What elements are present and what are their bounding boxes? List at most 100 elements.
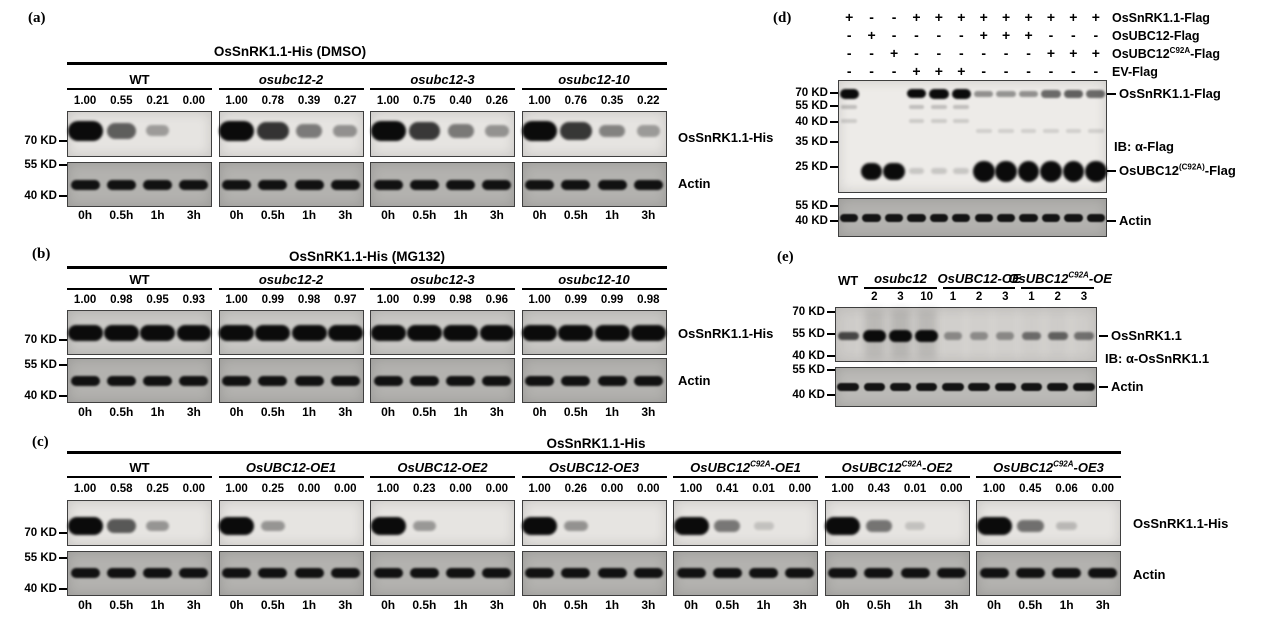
background-band xyxy=(841,119,858,123)
time-label: 1h xyxy=(150,208,165,222)
marker-tick xyxy=(827,311,835,313)
actin-band xyxy=(179,179,209,191)
time-label: 0.5h xyxy=(715,598,740,612)
time-label: 0h xyxy=(684,598,699,612)
group-name: OsUBC12C92A-OE1 xyxy=(690,459,801,475)
blot-main xyxy=(824,500,970,546)
quant-value: 0.97 xyxy=(334,294,357,306)
time-label: 3h xyxy=(489,208,504,222)
panel-b-title-rule xyxy=(67,266,667,269)
quant-value: 0.99 xyxy=(413,294,436,306)
marker-text: 55 KD xyxy=(792,364,825,376)
actin-band xyxy=(712,567,742,579)
blot-side-label: OsUBC12(C92A)-Flag xyxy=(1107,163,1236,178)
quant-value: 0.78 xyxy=(261,95,285,107)
actin-band xyxy=(294,375,324,387)
marker-tick xyxy=(59,395,67,397)
lane-number: 2 xyxy=(871,291,878,303)
protein-band xyxy=(333,125,358,137)
time-label: 0h xyxy=(381,598,396,612)
actin-band xyxy=(936,567,966,579)
group-underline xyxy=(864,287,937,289)
quant-value: 0.06 xyxy=(1055,483,1078,495)
protein-band xyxy=(447,124,474,138)
sign-cell: - xyxy=(936,27,942,43)
time-label: 0h xyxy=(381,405,396,419)
quant-value: 1.00 xyxy=(528,483,551,495)
actin-band xyxy=(1064,214,1083,222)
actin-band xyxy=(597,179,627,191)
protein-band xyxy=(107,123,136,139)
quant-value: 0.21 xyxy=(146,95,169,107)
quant-value: 1.00 xyxy=(528,294,551,306)
actin-band xyxy=(409,567,439,579)
quant-value: 0.26 xyxy=(485,95,509,107)
lane-number: 3 xyxy=(1080,291,1088,303)
group-underline xyxy=(370,476,515,478)
actin-band xyxy=(373,567,403,579)
actin-band xyxy=(864,567,894,579)
marker-tick xyxy=(827,333,835,335)
actin-band xyxy=(900,567,930,579)
sign-cell: + xyxy=(979,9,988,25)
background-band xyxy=(908,119,925,123)
protein-band xyxy=(862,330,886,342)
actin-band xyxy=(179,567,209,579)
sign-cell: + xyxy=(1002,9,1011,25)
protein-band xyxy=(953,168,970,174)
time-label: 0h xyxy=(987,598,1002,612)
actin-band xyxy=(597,375,627,387)
time-label: 0.5h xyxy=(260,405,285,419)
group-underline xyxy=(521,88,667,90)
group-name: osubc12-3 xyxy=(410,72,475,87)
actin-band xyxy=(70,567,100,579)
marker-tick xyxy=(59,557,67,559)
time-label: 0.5h xyxy=(563,598,588,612)
quant-value: 0.00 xyxy=(334,483,357,495)
quant-value: 1.00 xyxy=(831,483,854,495)
marker-text: 35 KD xyxy=(795,136,828,148)
group-underline xyxy=(521,288,667,290)
quant-value: 0.99 xyxy=(564,294,588,306)
actin-band xyxy=(1052,567,1082,579)
quant-value: 0.99 xyxy=(600,294,624,306)
group-underline xyxy=(218,476,364,478)
protein-band xyxy=(1040,160,1062,182)
sign-cell: + xyxy=(957,9,966,25)
group-underline xyxy=(218,88,364,90)
sign-cell: + xyxy=(867,27,876,43)
molecular-weight-marker: 40 KD xyxy=(0,390,67,402)
quant-value: 1.00 xyxy=(73,294,97,306)
blot-side-label: OsSnRK1.1 xyxy=(1099,328,1182,343)
blot-side-label: Actin xyxy=(1133,567,1166,582)
quant-value: 0.22 xyxy=(637,95,660,107)
time-label: 3h xyxy=(338,405,353,419)
time-label: 0h xyxy=(78,598,93,612)
protein-band xyxy=(996,332,1015,340)
molecular-weight-marker: 55 KD xyxy=(758,200,838,212)
quant-value: 0.35 xyxy=(600,95,624,107)
sign-cell: - xyxy=(1048,27,1054,43)
background-band xyxy=(908,104,925,110)
marker-tick xyxy=(830,121,838,123)
quant-value: 0.27 xyxy=(334,95,357,107)
sign-cell: - xyxy=(846,27,852,43)
sign-cell: + xyxy=(1069,9,1078,25)
time-label: 0.5h xyxy=(563,405,588,419)
time-label: 1h xyxy=(453,405,468,419)
quant-value: 0.98 xyxy=(449,294,472,306)
quant-value: 0.00 xyxy=(1091,483,1115,495)
sign-cell: - xyxy=(846,63,852,79)
panel-b-letter: (b) xyxy=(32,246,51,262)
time-label: 0.5h xyxy=(866,598,891,612)
quant-value: 0.75 xyxy=(413,95,436,107)
lane-number: 3 xyxy=(897,291,904,303)
group-underline xyxy=(521,476,667,478)
actin-band xyxy=(561,375,591,387)
panel-c-title: OsSnRK1.1-His xyxy=(546,436,646,451)
background-band xyxy=(1043,129,1059,133)
quant-value: 1.00 xyxy=(376,294,400,306)
protein-band xyxy=(255,324,291,342)
marker-text: 40 KD xyxy=(24,390,57,402)
